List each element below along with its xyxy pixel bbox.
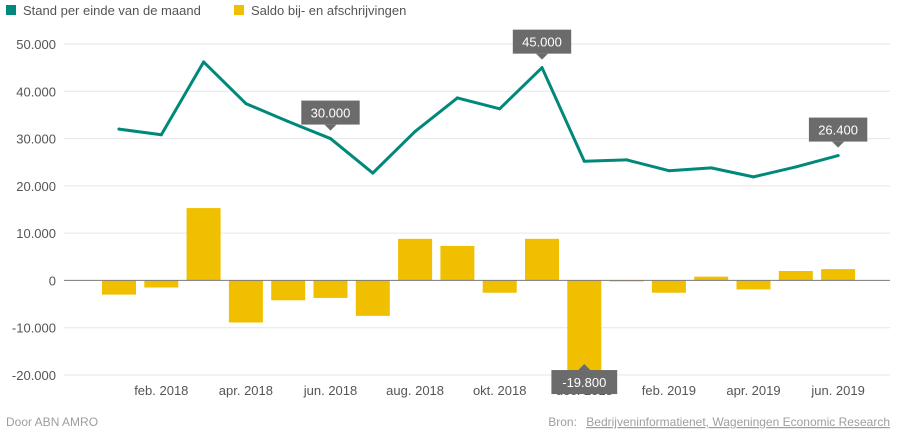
bar bbox=[525, 238, 559, 281]
x-tick-label: feb. 2019 bbox=[642, 383, 696, 398]
callout-pointer bbox=[536, 53, 548, 60]
series-line bbox=[117, 60, 840, 179]
callout: 30.000 bbox=[301, 100, 360, 131]
line-point bbox=[455, 96, 459, 100]
legend-swatch-line bbox=[6, 5, 16, 15]
x-tick-label: okt. 2018 bbox=[473, 383, 527, 398]
x-tick-label: apr. 2019 bbox=[726, 383, 780, 398]
line-series bbox=[117, 60, 840, 179]
callout-pointer bbox=[578, 364, 591, 371]
y-tick-label: 10.000 bbox=[16, 226, 56, 241]
legend-swatch-bar bbox=[234, 5, 244, 15]
y-tick-label: -10.000 bbox=[12, 321, 56, 336]
line-point bbox=[625, 158, 629, 162]
callouts: 30.000 45.000 26.400 -19.800 bbox=[301, 29, 868, 395]
y-tick-label: 30.000 bbox=[16, 132, 56, 147]
line-point bbox=[117, 127, 121, 131]
bar bbox=[313, 280, 348, 298]
callout-label: 26.400 bbox=[818, 123, 858, 138]
line-point bbox=[371, 171, 375, 175]
legend-label-line: Stand per einde van de maand bbox=[23, 3, 201, 18]
callout-label: 45.000 bbox=[522, 35, 562, 50]
callout: 45.000 bbox=[512, 29, 572, 60]
line-point bbox=[413, 129, 417, 133]
bar bbox=[102, 280, 136, 295]
bar bbox=[651, 280, 686, 293]
legend: Stand per einde van de maand Saldo bij- … bbox=[6, 3, 406, 18]
bar bbox=[355, 280, 390, 316]
line-point bbox=[286, 120, 290, 124]
footer-source: Bron: Bedrijveninformatienet, Wageningen… bbox=[548, 415, 890, 429]
x-axis: feb. 2018 apr. 2018 jun. 2018 aug. 2018 okt.… bbox=[134, 383, 865, 398]
x-tick-label: jun. 2019 bbox=[810, 383, 865, 398]
bar bbox=[821, 269, 856, 281]
line-point bbox=[582, 159, 586, 163]
callout-label: 30.000 bbox=[311, 106, 351, 121]
callout-label: -19.800 bbox=[562, 375, 606, 390]
callout: 26.400 bbox=[808, 117, 868, 148]
line-point bbox=[752, 175, 755, 179]
bar bbox=[398, 238, 433, 281]
bar bbox=[567, 280, 602, 375]
callout-box bbox=[551, 370, 618, 395]
bar bbox=[144, 280, 179, 288]
y-tick-label: 40.000 bbox=[16, 84, 56, 99]
bar bbox=[228, 280, 263, 323]
line-point bbox=[202, 60, 206, 64]
y-axis: 50.000 40.000 30.000 20.000 10.000 0 -10.000 -2… bbox=[12, 37, 56, 383]
footer-source-label: Bron: bbox=[548, 415, 577, 429]
line-point bbox=[159, 133, 163, 137]
y-tick-label: 20.000 bbox=[16, 179, 56, 194]
footer-credit: Door ABN AMRO bbox=[6, 415, 98, 429]
bar bbox=[482, 280, 517, 293]
bar bbox=[186, 208, 221, 281]
line-point bbox=[244, 102, 248, 106]
line-point bbox=[836, 154, 840, 158]
x-tick-label: aug. 2018 bbox=[386, 383, 444, 398]
line-point bbox=[667, 169, 671, 173]
callout-box bbox=[301, 100, 360, 125]
x-tick-label: feb. 2018 bbox=[134, 383, 188, 398]
bar bbox=[778, 270, 813, 281]
callout: -19.800 bbox=[551, 364, 618, 395]
line-point bbox=[709, 166, 713, 170]
y-tick-label: 50.000 bbox=[16, 37, 56, 52]
bar bbox=[440, 245, 475, 281]
line-point bbox=[794, 165, 798, 169]
bar-series bbox=[102, 208, 856, 375]
bar bbox=[736, 280, 771, 290]
footer-source-link[interactable]: Bedrijveninformatienet, Wageningen Econo… bbox=[586, 415, 890, 429]
line-point bbox=[540, 66, 544, 70]
callout-box bbox=[512, 29, 572, 54]
line-point bbox=[329, 137, 332, 141]
y-tick-label: 0 bbox=[49, 273, 56, 288]
x-tick-label: apr. 2018 bbox=[219, 383, 273, 398]
bar bbox=[694, 276, 729, 281]
line-point bbox=[498, 107, 502, 111]
y-tick-label: -20.000 bbox=[12, 368, 56, 383]
x-tick-label: jun. 2018 bbox=[303, 383, 358, 398]
bar bbox=[271, 280, 306, 301]
callout-box bbox=[808, 117, 868, 142]
callout-pointer bbox=[832, 141, 845, 148]
legend-label-bar: Saldo bij- en afschrijvingen bbox=[251, 3, 406, 18]
callout-pointer bbox=[324, 124, 337, 131]
